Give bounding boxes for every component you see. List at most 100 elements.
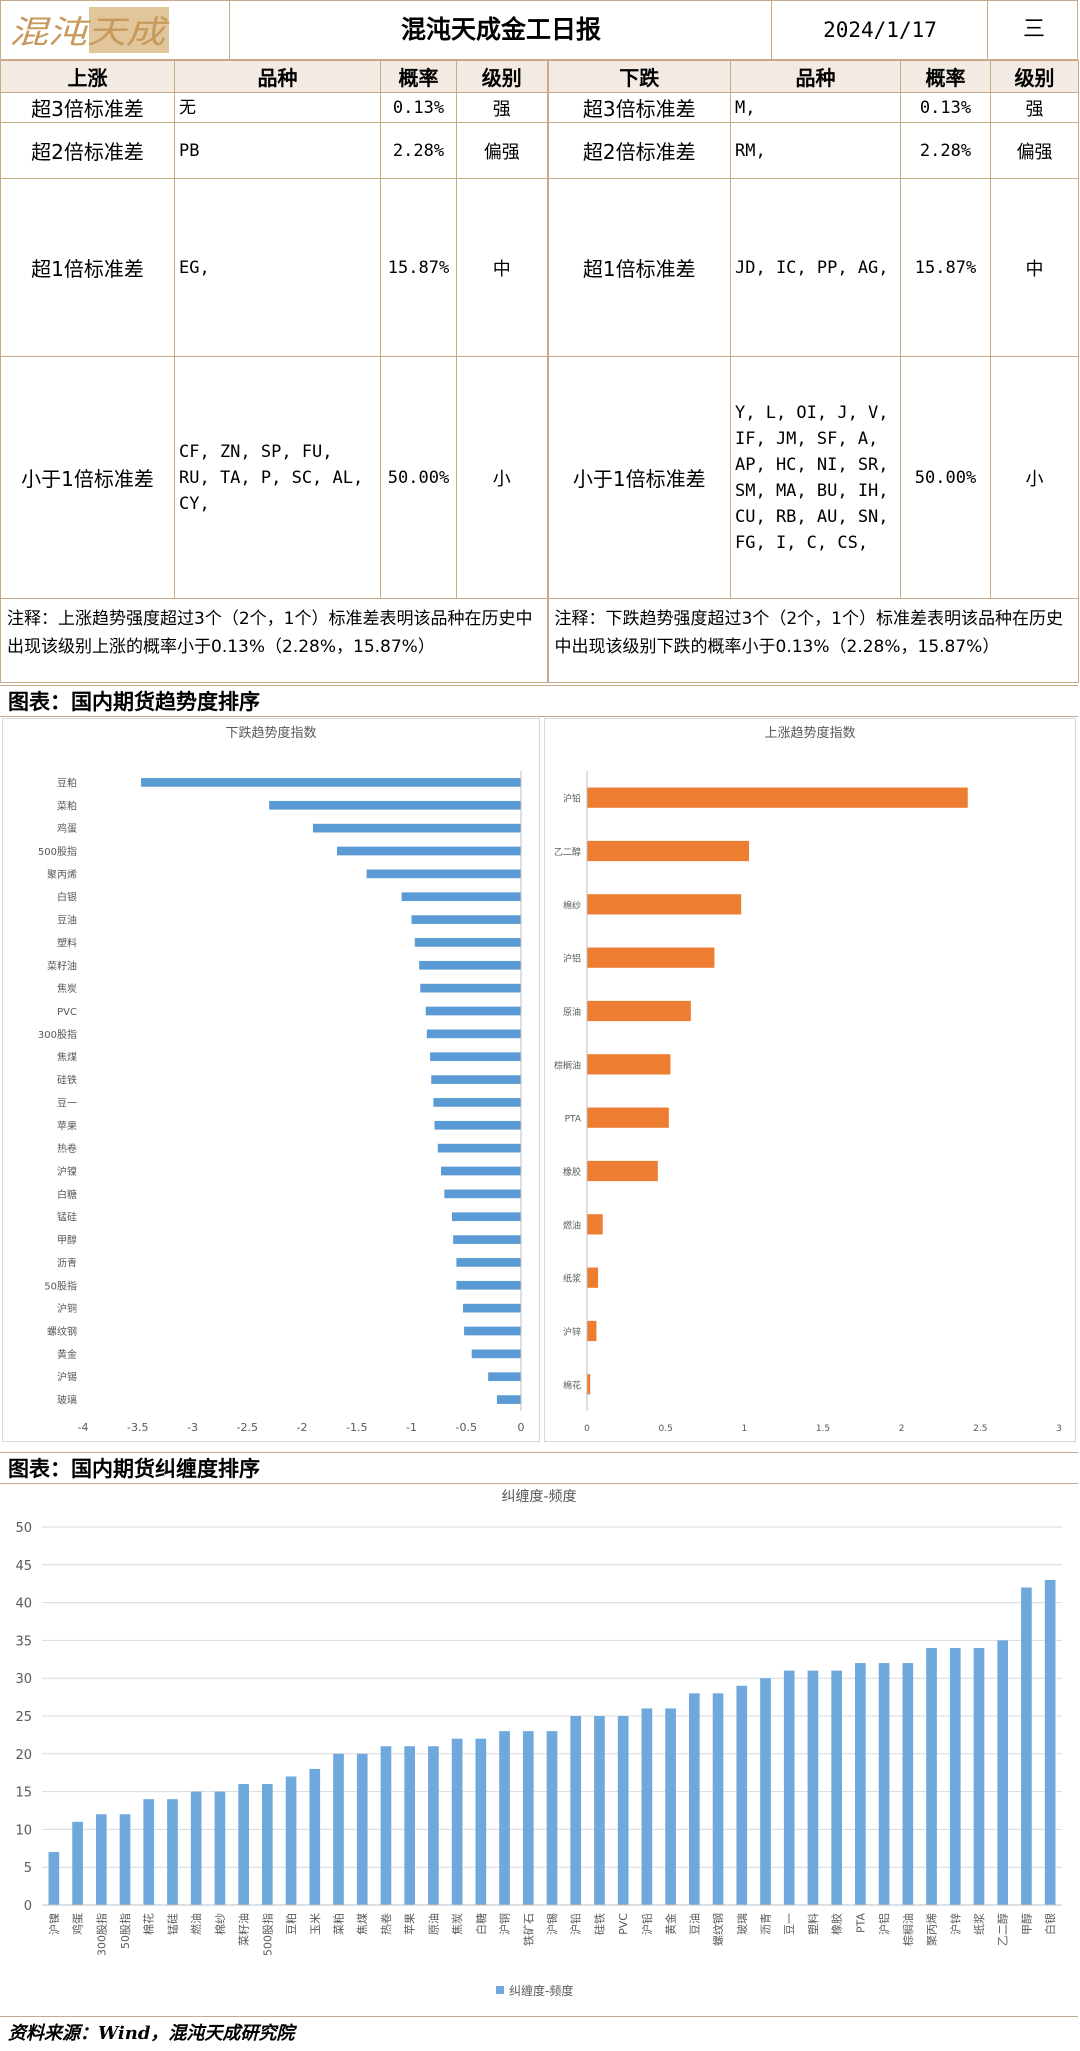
bar <box>437 1143 521 1153</box>
category-label: 玉米 <box>309 1913 322 1935</box>
category-label: 橡胶 <box>830 1913 844 1935</box>
category-label: 沪铅 <box>640 1913 654 1935</box>
category-label: 豆粕 <box>284 1913 298 1935</box>
chart-title: 上涨趋势度指数 <box>764 725 855 741</box>
category-label: 玻璃 <box>735 1913 749 1935</box>
bar <box>419 960 521 970</box>
down-prob: 2.28% <box>900 122 991 179</box>
table-header-row: 上涨 品种 概率 级别 下跌 品种 概率 级别 <box>0 60 1079 93</box>
x-tick-label: -3 <box>187 1421 198 1434</box>
bar <box>587 787 968 808</box>
bar <box>587 1160 658 1182</box>
bar <box>587 1320 597 1342</box>
bar <box>380 1746 392 1905</box>
down-level: 超3倍标准差 <box>547 92 731 123</box>
category-label: 锰硅 <box>165 1913 179 1935</box>
category-label: 白糖 <box>474 1913 488 1935</box>
bar <box>587 1267 599 1288</box>
category-label: 菜粕 <box>57 799 77 812</box>
bar <box>433 1098 521 1107</box>
category-label: 玻璃 <box>57 1394 77 1407</box>
down-trend-chart: 下跌趋势度指数 -4 -3.5 -3 -2.5 -2 -1.5 -1 -0.5 0 豆粕 菜粕 鸡蛋 50… <box>2 718 540 1442</box>
category-label: 豆油 <box>57 914 77 927</box>
category-label: 苹果 <box>403 1913 417 1935</box>
bar <box>95 1814 107 1905</box>
x-tick-label: 2 <box>899 1424 905 1434</box>
down-items: M, <box>730 92 901 123</box>
category-label: 棕榈油 <box>901 1913 915 1946</box>
bar <box>309 1768 321 1905</box>
x-tick-label: -4 <box>78 1421 89 1434</box>
category-label: 原油 <box>426 1913 440 1935</box>
up-items: PB <box>174 122 381 179</box>
category-label: 乙二醇 <box>554 846 581 858</box>
bar <box>464 1326 521 1336</box>
down-level: 小于1倍标准差 <box>547 356 731 599</box>
category-label: 棉纱 <box>563 899 581 911</box>
bar <box>119 1814 131 1905</box>
category-label: 鸡蛋 <box>57 822 77 835</box>
bar <box>499 1731 510 1905</box>
category-label: 白糖 <box>57 1188 77 1201</box>
category-label: 沪镍 <box>57 1165 77 1178</box>
up-prob: 15.87% <box>380 178 457 357</box>
category-label: 纸浆 <box>563 1273 581 1285</box>
y-tick-label: 20 <box>15 1748 32 1763</box>
trend-table: 上涨 品种 概率 级别 下跌 品种 概率 级别 超3倍标准差 无 0.13% 强… <box>0 60 1079 683</box>
up-level: 小于1倍标准差 <box>0 356 175 599</box>
category-label: 棕榈油 <box>554 1059 581 1071</box>
bar <box>356 1753 368 1905</box>
y-tick-label: 15 <box>15 1786 32 1801</box>
bar <box>337 846 521 856</box>
bar <box>587 947 715 968</box>
down-level: 超2倍标准差 <box>547 122 731 179</box>
table-row: 小于1倍标准差 CF, ZN, SP, FU, RU, TA, P, SC, A… <box>0 356 1079 599</box>
x-tick-label: -3.5 <box>127 1421 148 1434</box>
category-label: PVC <box>57 1007 77 1018</box>
category-label: 沪镍 <box>47 1913 61 1935</box>
y-tick-label: 45 <box>15 1559 32 1574</box>
category-label: 塑料 <box>806 1913 820 1935</box>
report-header: 混沌天成 混沌天成金工日报 2024/1/17 三 <box>0 0 1078 60</box>
note-up: 注释：上涨趋势强度超过3个（2个，1个）标准差表明该品种在历史中出现该级别上涨的… <box>0 598 549 683</box>
bar <box>587 1214 603 1235</box>
category-label: 锰硅 <box>57 1211 77 1224</box>
report-title: 混沌天成金工日报 <box>400 15 601 44</box>
bar <box>688 1693 700 1905</box>
bar <box>462 1303 521 1313</box>
x-tick-label: -2.5 <box>237 1421 258 1434</box>
category-label: 纸浆 <box>972 1913 986 1935</box>
category-label: 螺纹钢 <box>47 1325 77 1338</box>
category-label: 沪铝 <box>563 953 581 965</box>
category-label: 沥青 <box>57 1256 77 1269</box>
section-title-entanglement: 图表：国内期货纠缠度排序 <box>0 1452 1078 1484</box>
up-prob: 50.00% <box>380 356 457 599</box>
bar <box>72 1821 83 1905</box>
category-label: 沪锌 <box>563 1326 581 1338</box>
bar <box>949 1647 961 1905</box>
header-down-items: 品种 <box>730 60 901 93</box>
up-prob: 2.28% <box>380 122 457 179</box>
section-title-trend: 图表：国内期货趋势度排序 <box>0 685 1078 717</box>
category-label: 橡胶 <box>563 1166 581 1178</box>
header-down: 下跌 <box>547 60 731 93</box>
bar <box>475 1738 487 1905</box>
up-items: 无 <box>174 92 381 123</box>
bar <box>452 1212 521 1222</box>
category-label: 沪锡 <box>545 1913 559 1935</box>
category-label: 豆一 <box>57 1097 77 1109</box>
bar <box>570 1716 582 1905</box>
x-tick-label: 0 <box>518 1421 525 1434</box>
category-label: 塑料 <box>57 936 77 949</box>
bar <box>141 778 521 787</box>
category-label: 500股指 <box>38 845 77 858</box>
bar <box>269 800 521 810</box>
down-items: Y, L, OI, J, V, IF, JM, SF, A, AP, HC, N… <box>730 356 901 599</box>
header-down-prob: 概率 <box>900 60 991 93</box>
bar <box>431 1075 521 1084</box>
bar <box>312 823 521 833</box>
category-label: 豆油 <box>687 1913 701 1935</box>
category-label: PVC <box>617 1913 630 1935</box>
source-footer: 资料来源：Wind，混沌天成研究院 <box>0 2016 1078 2050</box>
category-label: 沪铝 <box>877 1913 891 1935</box>
